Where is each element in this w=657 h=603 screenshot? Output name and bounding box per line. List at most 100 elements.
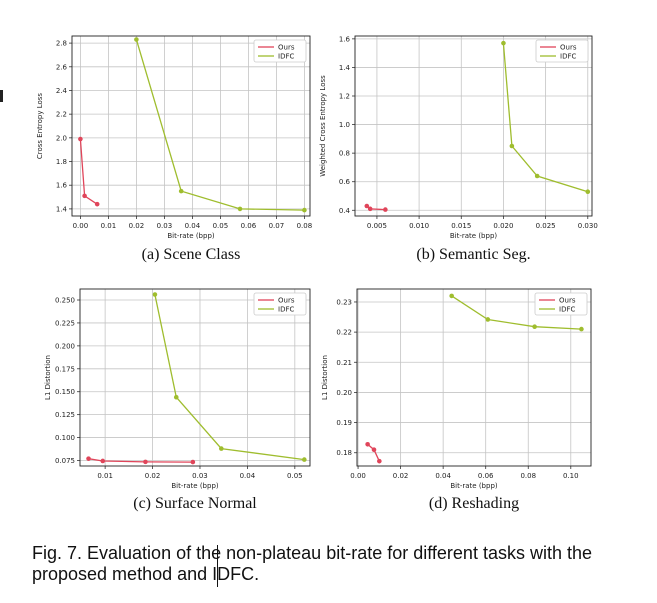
panel-caption: (c) Surface Normal — [133, 495, 257, 512]
legend-label: IDFC — [278, 306, 294, 314]
y-tick-label: 2.6 — [56, 63, 68, 71]
data-point-ours — [143, 459, 148, 465]
chart-panel-2: 0.005 0.010 0.015 0.020 0.025 0.030 0.4 0.6 0.8 1… — [319, 35, 598, 263]
y-tick-label: 2.0 — [56, 134, 67, 142]
x-tick-label: 0.010 — [409, 222, 429, 230]
y-tick-label: 0.4 — [339, 207, 351, 215]
chart-panel-3: 0.01 0.02 0.03 0.04 0.05 0.075 0.100 0.125 0.150… — [44, 288, 311, 512]
y-tick-label: 1.6 — [339, 35, 351, 43]
y-axis-label: L1 Distortion — [321, 355, 329, 400]
data-point-idfc — [534, 173, 540, 179]
data-point-idfc — [173, 394, 179, 400]
panel-caption: (a) Scene Class — [142, 246, 241, 263]
x-axis-label: Bit-rate (bpp) — [450, 482, 498, 490]
x-tick-label: 0.03 — [192, 472, 208, 480]
data-point-idfc — [302, 457, 307, 462]
y-tick-label: 0.22 — [336, 329, 352, 337]
x-axis-label: Bit-rate (bpp) — [171, 482, 219, 490]
plot-frame — [354, 35, 593, 217]
series-line-idfc — [154, 294, 305, 461]
x-tick-label: 0.020 — [493, 222, 513, 230]
x-tick-label: 0.05 — [213, 222, 229, 230]
series-line-idfc — [502, 43, 588, 193]
data-point-ours — [383, 207, 388, 212]
page-edge-mark — [0, 90, 3, 102]
y-tick-label: 0.21 — [336, 359, 352, 367]
panel-caption: (d) Reshading — [429, 495, 519, 512]
y-tick-label: 0.8 — [339, 150, 350, 158]
y-tick-label: 2.8 — [56, 40, 67, 48]
x-tick-label: 0.02 — [129, 222, 145, 230]
y-tick-label: 0.23 — [336, 298, 352, 306]
y-tick-label: 1.4 — [56, 205, 68, 213]
data-point-idfc — [579, 326, 584, 332]
x-tick-label: 0.00 — [73, 222, 89, 230]
y-tick-label: 1.6 — [56, 182, 68, 190]
x-tick-label: 0.08 — [520, 472, 536, 480]
data-point-idfc — [219, 446, 224, 451]
text-cursor — [217, 545, 218, 587]
chart-panel-4: 0.00 0.02 0.04 0.06 0.08 0.10 0.18 0.19 0.20 0.21… — [321, 288, 592, 512]
x-tick-label: 0.00 — [350, 472, 366, 480]
data-point-ours — [190, 459, 196, 465]
y-axis-label: Cross Entropy Loss — [36, 93, 44, 160]
data-point-ours — [100, 458, 106, 464]
x-tick-label: 0.02 — [145, 472, 161, 480]
data-point-ours — [365, 441, 370, 447]
panel-caption: (b) Semantic Seg. — [416, 246, 530, 263]
x-tick-label: 0.04 — [185, 222, 201, 230]
legend-label: IDFC — [560, 53, 576, 61]
x-tick-label: 0.06 — [478, 472, 494, 480]
data-point-idfc — [237, 206, 243, 212]
x-tick-label: 0.025 — [536, 222, 556, 230]
data-point-ours — [364, 203, 370, 209]
data-point-idfc — [134, 37, 139, 42]
data-point-idfc — [485, 317, 491, 322]
x-tick-label: 0.07 — [269, 222, 285, 230]
plot-frame — [71, 35, 311, 217]
y-tick-label: 0.125 — [55, 411, 75, 419]
figure-caption: Fig. 7. Evaluation of the non-plateau bi… — [32, 543, 592, 584]
y-tick-label: 0.200 — [55, 342, 75, 350]
data-point-ours — [371, 447, 377, 453]
chart-panel-1: 0.00 0.01 0.02 0.03 0.04 0.05 0.06 0.07 0.08 1.4 1… — [36, 35, 313, 263]
y-tick-label: 1.4 — [339, 64, 351, 72]
legend-label: IDFC — [559, 306, 575, 314]
y-tick-label: 0.19 — [336, 419, 352, 427]
data-point-idfc — [302, 207, 307, 213]
y-tick-label: 0.6 — [339, 178, 351, 186]
legend-label: IDFC — [278, 53, 294, 61]
data-point-ours — [377, 458, 382, 464]
y-tick-label: 0.250 — [55, 297, 75, 305]
data-point-ours — [86, 456, 91, 461]
data-point-idfc — [152, 292, 158, 297]
x-tick-label: 0.030 — [578, 222, 598, 230]
series-line-idfc — [135, 39, 305, 211]
data-point-idfc — [178, 188, 184, 194]
data-point-ours — [94, 201, 100, 207]
y-tick-label: 2.4 — [56, 87, 68, 95]
x-tick-label: 0.08 — [297, 222, 313, 230]
data-point-idfc — [532, 324, 537, 329]
x-tick-label: 0.01 — [97, 472, 113, 480]
x-axis-label: Bit-rate (bpp) — [450, 232, 498, 240]
data-point-idfc — [509, 143, 515, 149]
x-tick-label: 0.03 — [157, 222, 173, 230]
y-tick-label: 2.2 — [56, 111, 67, 119]
data-point-ours — [78, 136, 83, 142]
y-tick-label: 0.075 — [55, 457, 75, 465]
y-tick-label: 1.2 — [339, 93, 350, 101]
legend-label: Ours — [559, 297, 576, 305]
data-point-idfc — [449, 293, 454, 299]
plot-frame — [356, 288, 592, 467]
data-point-idfc — [501, 40, 506, 46]
x-tick-label: 0.015 — [451, 222, 471, 230]
legend-label: Ours — [278, 297, 295, 305]
y-tick-label: 0.18 — [336, 449, 352, 457]
x-tick-label: 0.02 — [393, 472, 409, 480]
y-tick-label: 0.100 — [55, 434, 75, 442]
series-line-ours — [88, 458, 193, 463]
y-tick-label: 0.150 — [55, 388, 75, 396]
x-tick-label: 0.05 — [287, 472, 303, 480]
